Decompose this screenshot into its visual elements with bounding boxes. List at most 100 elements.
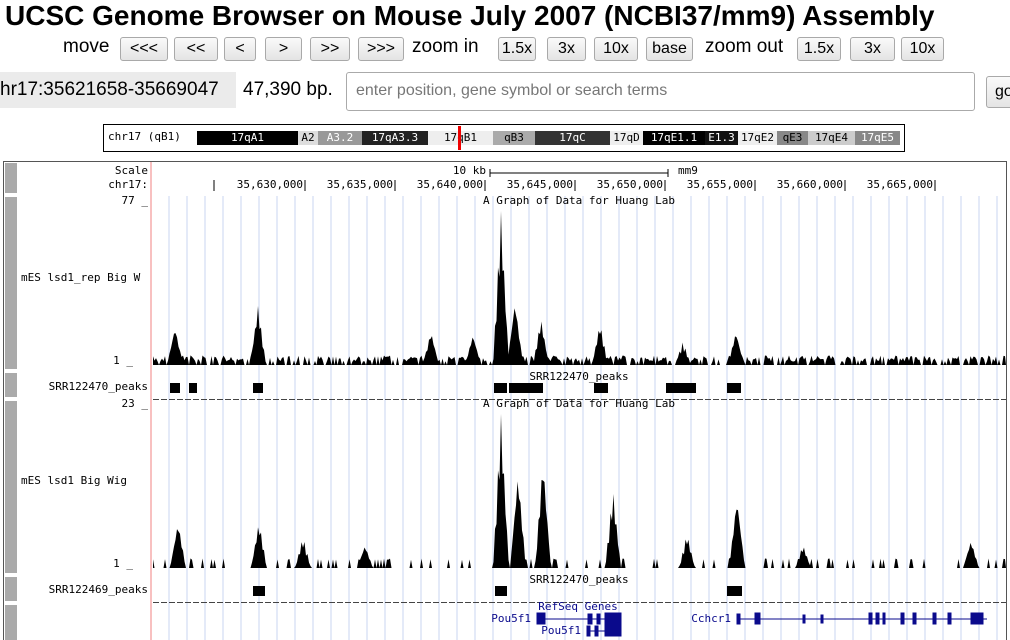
peak-box: [509, 383, 543, 393]
graph-max: 77 _: [122, 194, 149, 207]
scale-bar-label: 10 kb: [453, 164, 486, 177]
ruler-label: 35,665,000: [867, 178, 933, 191]
page-title: UCSC Genome Browser on Mouse July 2007 (…: [5, 0, 935, 31]
peak-box: [253, 383, 263, 393]
peak-box: [495, 586, 507, 596]
peak-box: [189, 383, 197, 393]
zoom-out-button[interactable]: 10x: [901, 37, 944, 61]
track-title: SRR122470_peaks: [529, 573, 628, 586]
cytoband: [298, 131, 318, 145]
browser-image[interactable]: Scale 10 kb mm9 chr17: 35,630,000 35,635,…: [3, 161, 1008, 640]
scale-bar: [489, 169, 669, 177]
cytoband-label: 17qE5: [861, 131, 894, 144]
track-label: mES lsd1_rep Big W: [21, 271, 141, 284]
ruler-label: 35,635,000: [327, 178, 393, 191]
peak-box: [253, 586, 265, 596]
cytoband-label: A2: [301, 131, 314, 144]
cytoband-label: 17qA1: [231, 131, 264, 144]
base-button[interactable]: base: [646, 37, 693, 61]
ruler-label: 35,660,000: [777, 178, 843, 191]
cytoband: [855, 131, 900, 145]
graph-max: 23 _: [122, 397, 149, 410]
go-button[interactable]: go: [986, 76, 1010, 108]
peak-box: [666, 383, 696, 393]
zoom-out-label: zoom out: [705, 36, 784, 57]
peak-box: [594, 383, 608, 393]
side-button[interactable]: [5, 401, 17, 573]
cytoband: [362, 131, 428, 145]
graph-min: 1 _: [113, 354, 133, 367]
ideogram[interactable]: chr17 (qB1) 17qA1A2A3.217qA3.317qB1qB317…: [103, 124, 906, 152]
cytoband-label: 17qC: [559, 131, 586, 144]
assembly-label: mm9: [678, 164, 698, 177]
gene-models: [536, 612, 987, 637]
cytoband-label: qB3: [504, 131, 524, 144]
search-input[interactable]: enter position, gene symbol or search te…: [346, 72, 975, 111]
cytoband-label: E1.3: [708, 131, 735, 144]
side-button[interactable]: [5, 197, 17, 369]
cytoband: [777, 131, 808, 145]
position-display: hr17:35621658-35669047: [0, 72, 236, 108]
peak-box: [727, 586, 742, 596]
cytoband-label: A3.2: [327, 131, 354, 144]
scale-label: Scale: [115, 164, 148, 177]
move-button[interactable]: <<: [174, 37, 218, 61]
graph-min: 1 _: [113, 557, 133, 570]
side-button[interactable]: [5, 577, 17, 601]
cytoband-label: 17qE4: [815, 131, 848, 144]
move-button[interactable]: >: [265, 37, 302, 61]
zoom-out-button[interactable]: 3x: [850, 37, 895, 61]
cytoband: [197, 131, 298, 145]
cytoband: [808, 131, 855, 145]
cytoband: [705, 131, 738, 145]
peak-box: [727, 383, 741, 393]
move-button[interactable]: <: [224, 37, 256, 61]
cytoband: [610, 131, 643, 145]
peak-box: [494, 383, 507, 393]
gene-label: Cchcr1: [691, 612, 731, 625]
graph-title: A Graph of Data for Huang Lab: [483, 194, 675, 207]
cytoband-label: 17qE2: [741, 131, 774, 144]
gene-track-title: RefSeq Genes: [538, 600, 617, 613]
cytoband: [738, 131, 777, 145]
cytoband-label: 17qD: [613, 131, 640, 144]
side-button[interactable]: [5, 373, 17, 397]
cytoband: [535, 131, 610, 145]
cytoband: [318, 131, 362, 145]
position-marker: [458, 126, 461, 150]
cytoband: [493, 131, 535, 145]
track-title: SRR122470_peaks: [529, 370, 628, 383]
track-label: SRR122470_peaks: [49, 380, 148, 393]
search-placeholder: enter position, gene symbol or search te…: [356, 82, 668, 99]
track-label: mES lsd1 Big Wig: [21, 474, 127, 487]
zoom-in-button[interactable]: 3x: [547, 37, 586, 61]
ruler-label: 35,640,000: [417, 178, 483, 191]
ruler-label: 35,630,000: [237, 178, 303, 191]
zoom-in-label: zoom in: [412, 36, 479, 57]
ruler-label: 35,655,000: [687, 178, 753, 191]
chrom-label: chr17:: [108, 178, 148, 191]
cytoband-label: 17qA3.3: [372, 131, 418, 144]
size-display: 47,390 bp.: [243, 79, 333, 100]
move-button[interactable]: >>>: [358, 37, 404, 61]
peak-box: [170, 383, 180, 393]
cytoband-label: 17qE1.1: [651, 131, 697, 144]
move-button[interactable]: <<<: [120, 37, 168, 61]
side-button[interactable]: [5, 163, 17, 193]
move-label: move: [63, 36, 110, 57]
gene-label: Pou5f1: [541, 624, 581, 637]
ruler-label: 35,645,000: [507, 178, 573, 191]
move-button[interactable]: >>: [310, 37, 350, 61]
ruler-label: 35,650,000: [597, 178, 663, 191]
zoom-out-button[interactable]: 1.5x: [797, 37, 841, 61]
gene-label: Pou5f1: [491, 612, 531, 625]
zoom-in-button[interactable]: 1.5x: [498, 37, 536, 61]
zoom-in-button[interactable]: 10x: [594, 37, 638, 61]
cytoband: [643, 131, 705, 145]
track-label: SRR122469_peaks: [49, 583, 148, 596]
cytoband-label: qE3: [783, 131, 803, 144]
side-button[interactable]: [5, 605, 17, 640]
ideogram-label: chr17 (qB1): [108, 130, 181, 143]
graph-title: A Graph of Data for Huang Lab: [483, 397, 675, 410]
